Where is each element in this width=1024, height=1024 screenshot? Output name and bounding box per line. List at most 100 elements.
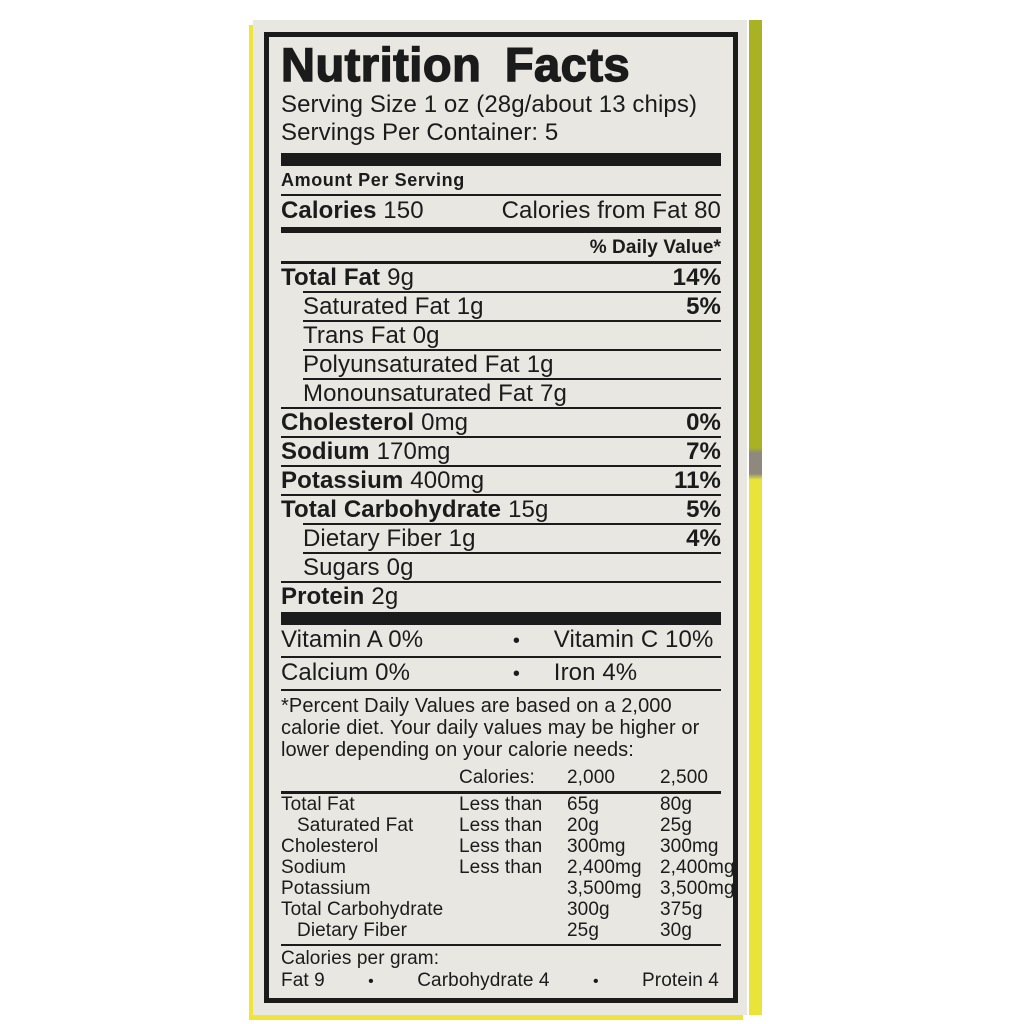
bullet-separator: • — [512, 663, 520, 685]
amount-per-serving-heading: Amount Per Serving — [281, 169, 721, 196]
dv-table-calories-label: Calories: — [459, 767, 535, 788]
dv-table-qualifier: Less than — [459, 815, 543, 836]
dv-table-qualifier: Less than — [459, 836, 543, 857]
nutrient-dv: 5% — [686, 496, 721, 523]
calcium-value: Calcium 0% — [281, 659, 411, 686]
nutrient-amount: 0mg — [421, 409, 469, 436]
calories-per-gram-section: Calories per gram: Fat 9 • Carbohydrate … — [281, 944, 721, 993]
nutrient-amount: 400mg — [410, 467, 485, 494]
dv-table-nutrient: Sodium — [281, 857, 347, 878]
dv-table-value-2000: 65g — [567, 794, 600, 815]
serving-size-text: Serving Size 1 oz (28g/about 13 chips) — [281, 91, 698, 118]
daily-value-footnote: *Percent Daily Values are based on a 2,0… — [281, 695, 700, 761]
dv-table-col-2500: 2,500 — [660, 767, 709, 788]
nutrient-dv: 7% — [686, 438, 721, 465]
vitamin-row-a-c: Vitamin A 0% • Vitamin C 10% — [281, 625, 721, 658]
calories-label: Calories — [281, 197, 377, 224]
package-edge-stripe — [749, 20, 762, 1015]
dv-table-nutrient: Total Carbohydrate — [281, 899, 444, 920]
nutrient-amount: 1g — [526, 351, 554, 378]
nutrient-row-potassium: Potassium 400mg 11% — [281, 465, 721, 494]
calories-value: Calories 150 — [281, 196, 424, 226]
dv-table-value-2000: 3,500mg — [567, 878, 642, 899]
nutrient-row-dietary-fiber: Dietary Fiber 1g 4% — [303, 523, 721, 552]
dv-table-nutrient: Potassium — [281, 878, 371, 899]
thick-divider-bar — [281, 153, 721, 166]
nutrition-facts-panel: Nutrition Facts Serving Size 1 oz (28g/a… — [264, 32, 738, 1003]
dv-table-header: Calories: 2,000 2,500 — [281, 767, 721, 794]
dv-table-qualifier — [459, 899, 567, 920]
dv-table-row-cholesterol: Cholesterol Less than 300mg 300mg — [281, 836, 721, 857]
nutrient-name: Total Carbohydrate — [281, 496, 502, 523]
bullet-separator: • — [592, 973, 599, 990]
nutrient-row-monounsaturated-fat: Monounsaturated Fat 7g — [303, 378, 721, 407]
nutrient-name: Monounsaturated Fat — [303, 380, 534, 407]
dv-table-row-sodium: Sodium Less than 2,400mg 2,400mg — [281, 857, 735, 878]
nutrient-row-saturated-fat: Saturated Fat 1g 5% — [303, 291, 721, 320]
nutrient-name: Potassium — [281, 467, 404, 494]
label-sticker: Nutrition Facts Serving Size 1 oz (28g/a… — [253, 20, 747, 1015]
dv-table-nutrient: Dietary Fiber — [297, 920, 408, 941]
cpg-protein: Protein 4 — [642, 970, 719, 991]
dv-table-value-2500: 2,400mg — [660, 857, 735, 878]
nutrient-row-polyunsaturated-fat: Polyunsaturated Fat 1g — [303, 349, 721, 378]
dv-table-value-2000: 20g — [567, 815, 600, 836]
medium-divider-bar — [281, 227, 721, 233]
dv-table-value-2500: 300mg — [660, 836, 719, 857]
nutrient-row-cholesterol: Cholesterol 0mg 0% — [281, 407, 721, 436]
nutrient-amount: 2g — [371, 583, 399, 610]
nutrient-dv: 0% — [686, 409, 721, 436]
calories-number: 150 — [383, 197, 424, 224]
dv-table-row-total-carbohydrate: Total Carbohydrate 300g 375g — [281, 899, 721, 920]
cpg-fat: Fat 9 — [281, 970, 325, 991]
nutrient-name: Sodium — [281, 438, 370, 465]
dv-table-value-2000: 25g — [567, 920, 600, 941]
nutrient-dv: 4% — [686, 525, 721, 552]
servings-per-container-text: Servings Per Container: 5 — [281, 119, 559, 146]
calories-per-gram-heading: Calories per gram: — [281, 948, 440, 969]
nutrient-amount: 1g — [456, 293, 484, 320]
dv-table-value-2500: 3,500mg — [660, 878, 735, 899]
nutrient-amount: 9g — [387, 264, 415, 291]
nutrient-dv: 5% — [686, 293, 721, 320]
bullet-separator: • — [512, 630, 520, 652]
nutrient-row-total-fat: Total Fat 9g 14% — [281, 264, 721, 291]
nutrient-row-sodium: Sodium 170mg 7% — [281, 436, 721, 465]
dv-table-col-2000: 2,000 — [567, 767, 616, 788]
iron-value: Iron 4% — [553, 659, 638, 686]
dv-table-row-saturated-fat: Saturated Fat Less than 20g 25g — [281, 815, 721, 836]
nutrient-name: Polyunsaturated Fat — [303, 351, 520, 378]
nutrient-dv: 14% — [672, 264, 721, 291]
nutrient-row-total-carbohydrate: Total Carbohydrate 15g 5% — [281, 494, 721, 523]
dv-table-qualifier — [459, 920, 567, 941]
vitamin-row-calcium-iron: Calcium 0% • Iron 4% — [281, 658, 721, 691]
panel-title: Nutrition Facts — [280, 38, 631, 91]
dv-table-value-2500: 80g — [660, 794, 693, 815]
dv-table-value-2000: 2,400mg — [567, 857, 642, 878]
nutrient-row-protein: Protein 2g — [281, 581, 721, 610]
dv-table-value-2500: 375g — [660, 899, 703, 920]
nutrient-amount: 170mg — [376, 438, 451, 465]
bullet-separator: • — [368, 973, 374, 990]
nutrient-name: Sugars — [303, 554, 380, 581]
nutrient-name: Saturated Fat — [303, 293, 450, 320]
nutrient-name: Cholesterol — [281, 409, 415, 436]
vitamin-c-value: Vitamin C 10% — [553, 626, 714, 653]
dv-table-value-2000: 300mg — [567, 836, 626, 857]
daily-value-header: % Daily Value* — [281, 235, 721, 264]
nutrient-row-trans-fat: Trans Fat 0g — [303, 320, 721, 349]
dv-table-qualifier: Less than — [459, 794, 543, 815]
nutrient-name: Total Fat — [281, 264, 381, 291]
dv-table-value-2000: 300g — [567, 899, 610, 920]
vitamin-a-value: Vitamin A 0% — [281, 626, 424, 653]
nutrient-amount: 15g — [508, 496, 549, 523]
cpg-carbohydrate: Carbohydrate 4 — [417, 970, 550, 991]
dv-table-value-2500: 25g — [660, 815, 693, 836]
nutrient-amount: 1g — [448, 525, 476, 552]
nutrient-name: Dietary Fiber — [303, 525, 442, 552]
calories-per-gram-values: Fat 9 • Carbohydrate 4 • Protein 4 — [281, 970, 721, 993]
nutrient-dv: 11% — [673, 467, 721, 494]
dv-table-row-dietary-fiber: Dietary Fiber 25g 30g — [281, 920, 721, 941]
dv-table-nutrient: Total Fat — [281, 794, 355, 815]
